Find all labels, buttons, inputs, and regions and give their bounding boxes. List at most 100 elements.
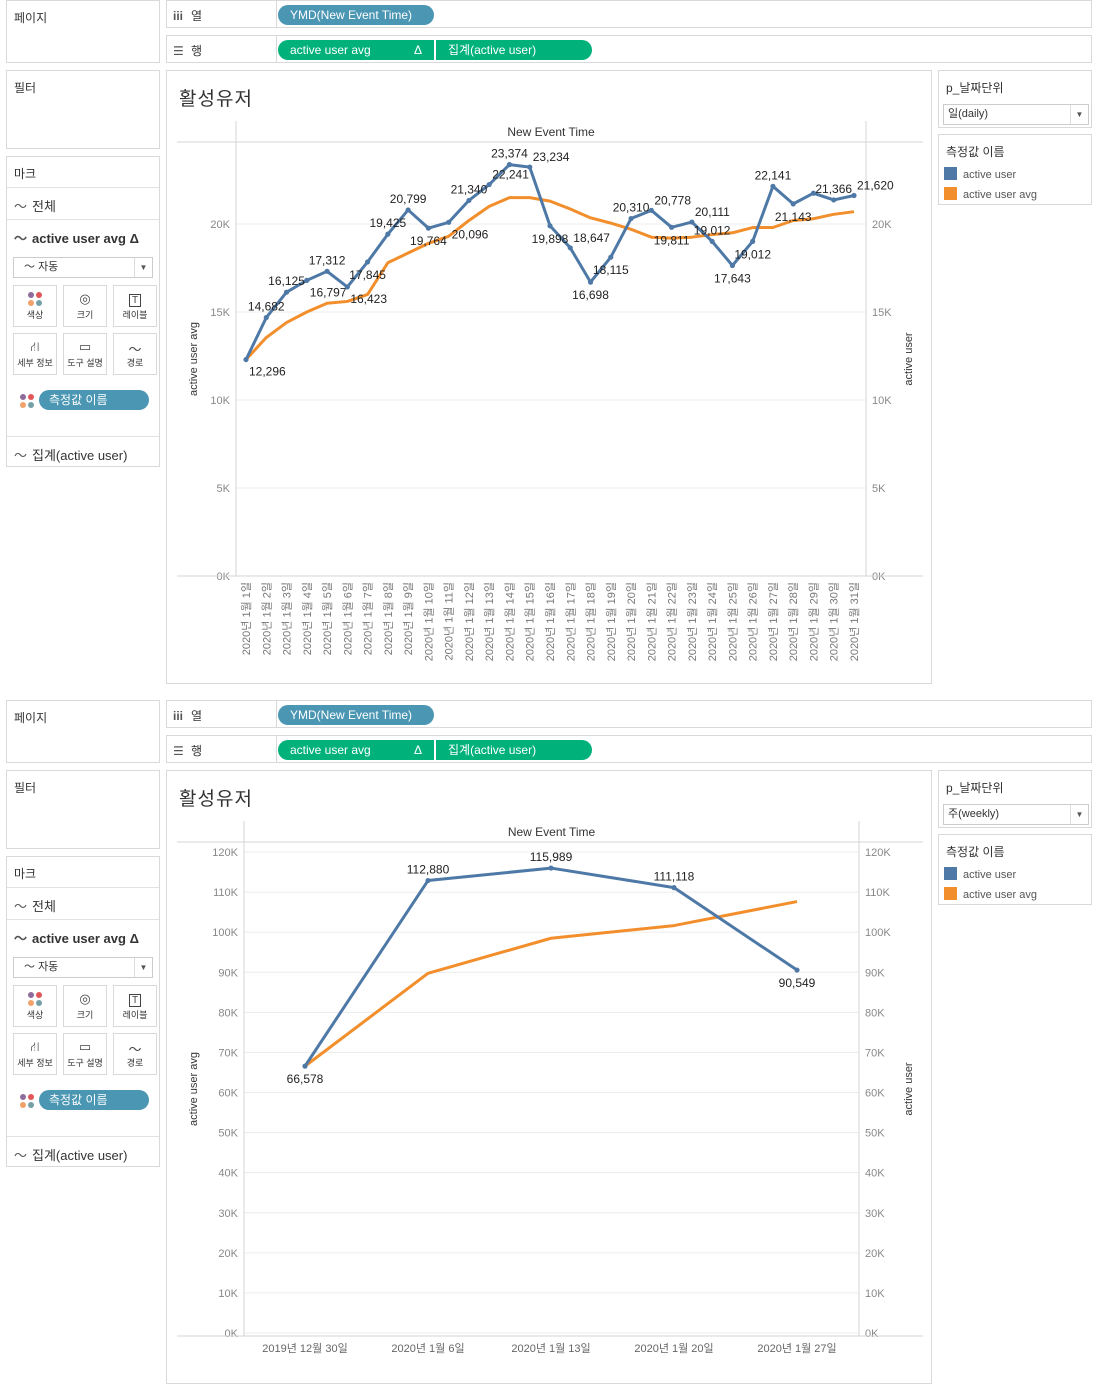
label-button[interactable]: T 레이블 — [113, 285, 157, 327]
marks-avg-tab[interactable]: 〜 active user avg Δ — [7, 219, 159, 251]
color-legend: 측정값 이름 active user active user avg — [938, 834, 1092, 905]
date-unit-dropdown[interactable]: 일(daily) ▼ — [943, 104, 1089, 125]
text-label-icon: T — [114, 986, 156, 1008]
data-label: 23,374 — [491, 147, 528, 161]
x-tick-label: 2020년 1월 30일 — [827, 582, 841, 661]
row-pill-avg[interactable]: active user avg Δ — [278, 40, 434, 60]
line-icon: 〜 — [14, 448, 28, 463]
data-point — [548, 865, 554, 871]
label-label: 레이블 — [122, 310, 148, 320]
x-tick-label: 2020년 1월 11일 — [442, 582, 456, 660]
x-tick-label: 2020년 1월 6일 — [391, 1341, 464, 1355]
marks-all-tab[interactable]: 〜 전체 — [7, 187, 159, 219]
path-button[interactable]: 〜 경로 — [113, 1033, 157, 1075]
size-label: 크기 — [76, 1010, 94, 1020]
mark-type-dropdown[interactable]: 〜 자동 ▼ — [13, 957, 153, 978]
chart-view: 활성유저 0K 0K 5K 5K 10K 10K 15K 15K 20K 20K New Event… — [166, 70, 932, 684]
color-button[interactable]: 색상 — [13, 985, 57, 1027]
legend-item-active-user-avg[interactable]: active user avg — [944, 887, 1037, 901]
tooltip-button[interactable]: ▭ 도구 설명 — [63, 333, 107, 375]
detail-label: 세부 정보 — [17, 1058, 53, 1068]
color-legend: 측정값 이름 active user active user avg — [938, 134, 1092, 205]
column-pill[interactable]: YMD(New Event Time) — [278, 705, 434, 725]
data-label: 111,118 — [654, 870, 695, 884]
color-label: 색상 — [26, 310, 44, 320]
data-point — [365, 259, 371, 265]
legend-item-active-user-avg[interactable]: active user avg — [944, 187, 1037, 201]
column-pill[interactable]: YMD(New Event Time) — [278, 5, 434, 25]
mark-type-dropdown[interactable]: 〜 자동 ▼ — [13, 257, 153, 278]
filters-card[interactable]: 필터 — [6, 770, 160, 849]
chevron-down-icon: ▼ — [1070, 805, 1088, 824]
y-tick-label-left: 80K — [218, 1007, 238, 1019]
marks-avg-tab[interactable]: 〜 active user avg Δ — [7, 919, 159, 951]
label-button[interactable]: T 레이블 — [113, 985, 157, 1027]
y-tick-label-left: 15K — [210, 307, 230, 319]
x-tick-label: 2020년 1월 20일 — [624, 582, 638, 661]
row-pill-agg[interactable]: 집계(active user) — [436, 740, 592, 760]
y-tick-label-right: 50K — [865, 1128, 885, 1140]
delta-icon: Δ — [413, 743, 422, 757]
line-icon: 〜 — [14, 231, 28, 246]
row-pill-avg[interactable]: active user avg Δ — [278, 740, 434, 760]
marks-label: 마크 — [14, 867, 37, 881]
x-tick-label: 2020년 1월 10일 — [421, 582, 435, 661]
date-unit-value: 주(weekly) — [948, 808, 1000, 820]
data-label: 19,811 — [654, 233, 690, 247]
y-tick-label-left: 120K — [212, 847, 238, 859]
legend-item-active-user[interactable]: active user — [944, 167, 1016, 181]
color-button[interactable]: 색상 — [13, 285, 57, 327]
y-tick-label-right: 120K — [865, 847, 891, 859]
detail-button[interactable]: ⛙ 세부 정보 — [13, 1033, 57, 1075]
row-pill-agg[interactable]: 집계(active user) — [436, 40, 592, 60]
line-icon: 〜 — [14, 1148, 28, 1163]
pages-label: 페이지 — [14, 711, 48, 725]
tooltip-button[interactable]: ▭ 도구 설명 — [63, 1033, 107, 1075]
data-label: 23,234 — [533, 150, 570, 164]
x-tick-label: 2020년 1월 9일 — [401, 582, 415, 655]
marks-agg-tab[interactable]: 〜 집계(active user) — [7, 436, 159, 468]
x-tick-label: 2020년 1월 26일 — [746, 582, 760, 661]
x-tick-label: 2020년 1월 5일 — [320, 582, 334, 655]
columns-icon: iii — [173, 709, 184, 723]
measure-names-pill[interactable]: 측정값 이름 — [39, 390, 149, 410]
x-tick-label: 2020년 1월 22일 — [665, 582, 679, 661]
path-label: 경로 — [126, 358, 144, 368]
data-point — [567, 245, 573, 251]
rows-label: 행 — [191, 744, 203, 758]
y-tick-label-right: 100K — [865, 927, 891, 939]
color-dots-icon — [19, 1093, 35, 1112]
y-tick-label-left: 20K — [218, 1248, 238, 1260]
x-tick-label: 2020년 1월 15일 — [523, 582, 537, 661]
data-label: 22,141 — [755, 168, 792, 182]
x-tick-label: 2020년 1월 27일 — [757, 1341, 836, 1355]
path-button[interactable]: 〜 경로 — [113, 333, 157, 375]
data-point — [466, 197, 472, 204]
date-unit-dropdown[interactable]: 주(weekly) ▼ — [943, 804, 1089, 825]
marks-all-tab[interactable]: 〜 전체 — [7, 887, 159, 919]
data-label: 17,845 — [349, 268, 386, 282]
data-point — [851, 192, 857, 199]
y-tick-label-right: 10K — [865, 1288, 885, 1300]
rows-icon: ☰ — [173, 744, 184, 758]
size-button[interactable]: ◎ 크기 — [63, 985, 107, 1027]
data-label: 66,578 — [287, 1072, 324, 1086]
x-tick-label: 2020년 1월 31일 — [847, 582, 861, 661]
legend-item-active-user[interactable]: active user — [944, 867, 1016, 881]
marks-agg-tab[interactable]: 〜 집계(active user) — [7, 1136, 159, 1168]
marks-card: 마크 〜 전체 〜 active user avg Δ 〜 자동 ▼ 색상 ◎ 크기 T… — [6, 856, 160, 1167]
legend-label: active user — [963, 169, 1017, 181]
x-tick-label: 2020년 1월 4일 — [300, 582, 314, 655]
legend-swatch — [944, 867, 957, 880]
rows-shelf: ☰ 행 active user avg Δ 집계(active user) — [166, 735, 1092, 763]
data-point — [628, 215, 634, 222]
measure-names-pill[interactable]: 측정값 이름 — [39, 1090, 149, 1110]
rows-icon: ☰ — [173, 44, 184, 58]
legend-label: active user — [963, 869, 1017, 881]
y-tick-label-right: 0K — [865, 1328, 879, 1340]
detail-button[interactable]: ⛙ 세부 정보 — [13, 333, 57, 375]
data-point — [794, 967, 800, 973]
y-tick-label-right: 90K — [865, 967, 885, 979]
size-button[interactable]: ◎ 크기 — [63, 285, 107, 327]
filters-card[interactable]: 필터 — [6, 70, 160, 149]
